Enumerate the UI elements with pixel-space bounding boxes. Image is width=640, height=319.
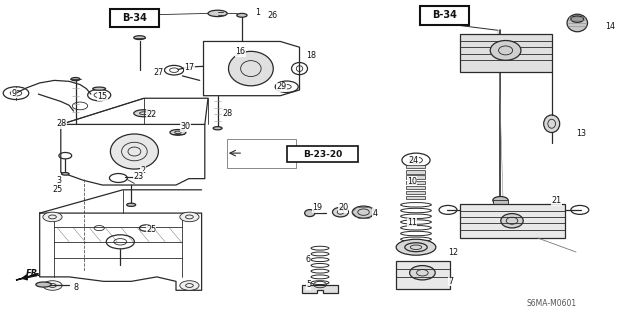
Text: 1: 1 xyxy=(255,8,260,17)
Text: 15: 15 xyxy=(97,92,108,101)
Text: 12: 12 xyxy=(448,249,458,257)
Ellipse shape xyxy=(134,36,145,40)
Text: 6: 6 xyxy=(306,255,311,263)
Bar xyxy=(460,34,552,72)
Text: 11: 11 xyxy=(407,218,417,227)
Text: B-34: B-34 xyxy=(122,13,147,23)
Bar xyxy=(406,165,425,168)
Text: 17: 17 xyxy=(184,63,195,72)
Text: 29: 29 xyxy=(276,82,287,91)
Ellipse shape xyxy=(93,87,106,90)
Ellipse shape xyxy=(571,16,584,22)
Ellipse shape xyxy=(228,51,273,86)
Text: 4: 4 xyxy=(372,209,378,218)
Polygon shape xyxy=(16,274,38,280)
Circle shape xyxy=(493,197,508,204)
Bar xyxy=(406,191,425,194)
Circle shape xyxy=(180,212,199,222)
Circle shape xyxy=(43,281,62,290)
Bar xyxy=(460,204,565,238)
Text: 16: 16 xyxy=(236,47,246,56)
Circle shape xyxy=(43,212,62,222)
Ellipse shape xyxy=(208,10,227,17)
Text: 14: 14 xyxy=(605,22,615,31)
Text: 28: 28 xyxy=(223,109,233,118)
Text: 19: 19 xyxy=(312,204,323,212)
Bar xyxy=(406,181,425,184)
Text: 9: 9 xyxy=(12,89,17,98)
Ellipse shape xyxy=(213,127,222,130)
Ellipse shape xyxy=(490,41,521,60)
Text: 21: 21 xyxy=(552,197,562,205)
Bar xyxy=(227,139,296,168)
Bar xyxy=(493,200,508,204)
Text: FR.: FR. xyxy=(26,269,41,278)
Polygon shape xyxy=(302,285,338,293)
Text: 5: 5 xyxy=(306,280,311,289)
Ellipse shape xyxy=(333,207,349,217)
Ellipse shape xyxy=(170,130,186,135)
Ellipse shape xyxy=(61,173,69,175)
Text: B-23-20: B-23-20 xyxy=(303,150,343,159)
Ellipse shape xyxy=(352,206,375,218)
Ellipse shape xyxy=(71,78,80,81)
Bar xyxy=(406,186,425,189)
Bar xyxy=(396,261,450,289)
Text: 20: 20 xyxy=(338,204,348,212)
Text: 22: 22 xyxy=(146,110,156,119)
FancyBboxPatch shape xyxy=(287,146,358,162)
Text: 7: 7 xyxy=(448,277,453,286)
Ellipse shape xyxy=(396,239,436,255)
Text: 10: 10 xyxy=(407,177,417,186)
Text: 30: 30 xyxy=(180,122,191,131)
Bar xyxy=(406,175,425,179)
Text: 8: 8 xyxy=(74,283,79,292)
Circle shape xyxy=(180,281,199,290)
FancyBboxPatch shape xyxy=(420,6,469,25)
Text: 2: 2 xyxy=(141,166,146,175)
Text: B-34: B-34 xyxy=(433,10,457,20)
Ellipse shape xyxy=(567,14,588,32)
Ellipse shape xyxy=(127,203,136,206)
Bar xyxy=(406,170,425,174)
Text: 3: 3 xyxy=(56,176,61,185)
Text: 24: 24 xyxy=(408,156,419,165)
Ellipse shape xyxy=(134,110,154,117)
Ellipse shape xyxy=(543,115,559,133)
Text: 26: 26 xyxy=(268,11,278,20)
Text: 18: 18 xyxy=(306,51,316,60)
Text: 25: 25 xyxy=(52,185,63,194)
Ellipse shape xyxy=(237,13,247,17)
Text: 13: 13 xyxy=(576,129,586,138)
Ellipse shape xyxy=(410,265,435,280)
Text: S6MA-M0601: S6MA-M0601 xyxy=(526,299,576,308)
FancyBboxPatch shape xyxy=(110,9,159,27)
Text: 28: 28 xyxy=(56,119,67,128)
Ellipse shape xyxy=(501,214,524,228)
Text: 25: 25 xyxy=(146,225,156,234)
Ellipse shape xyxy=(305,210,315,217)
Ellipse shape xyxy=(36,282,51,287)
Ellipse shape xyxy=(111,134,159,169)
Text: 23: 23 xyxy=(133,172,143,181)
Bar xyxy=(406,196,425,199)
Text: 27: 27 xyxy=(154,68,164,77)
